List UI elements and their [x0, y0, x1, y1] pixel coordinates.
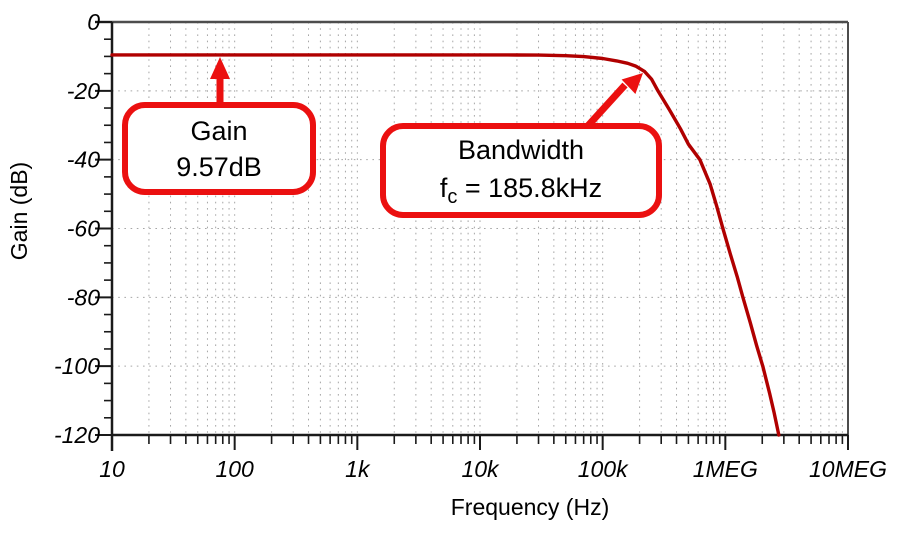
- y-axis-title: Gain (dB): [6, 162, 32, 260]
- grid-lines: [112, 22, 848, 435]
- bandwidth-arrow-shaft: [582, 82, 628, 132]
- y-tick-label: -20: [67, 78, 100, 104]
- bandwidth-callout-title: Bandwidth: [458, 135, 584, 165]
- gain-curve: [110, 53, 781, 437]
- x-tick-label: 10: [99, 456, 125, 482]
- x-tick-label: 1MEG: [693, 456, 758, 482]
- bandwidth-callout: Bandwidth fc = 185.8kHz: [380, 73, 662, 218]
- tick-labels: 0 -20 -40 -60 -80 -100 -120 10 100 1k 10k 100k 1MEG 1…: [54, 9, 887, 482]
- gain-arrow-head: [210, 57, 230, 79]
- bandwidth-arrow-head: [621, 73, 643, 94]
- x-tick-label: 1k: [345, 456, 371, 482]
- x-tick-label: 10MEG: [809, 456, 887, 482]
- y-tick-label: -60: [67, 216, 100, 242]
- annotation-callouts: Gain 9.57dB Bandwidth fc = 185.8kHz: [122, 57, 662, 218]
- bandwidth-callout-value: fc = 185.8kHz: [440, 173, 602, 208]
- gain-callout: Gain 9.57dB: [122, 57, 316, 195]
- plot-border: [95, 20, 849, 451]
- y-tick-label: 0: [87, 9, 100, 35]
- gain-callout-title: Gain: [190, 116, 247, 146]
- x-tick-label: 100k: [578, 456, 629, 482]
- y-tick-label: -100: [54, 353, 100, 379]
- y-tick-label: -80: [67, 284, 100, 310]
- gain-response-trace: [110, 53, 781, 437]
- gain-callout-value: 9.57dB: [176, 152, 262, 182]
- x-tick-label: 100: [215, 456, 254, 482]
- x-axis-title: Frequency (Hz): [451, 494, 609, 520]
- y-tick-label: -120: [54, 422, 100, 448]
- bandwidth-callout-box: [380, 123, 662, 218]
- y-tick-label: -40: [67, 147, 100, 173]
- x-tick-label: 10k: [461, 456, 500, 482]
- tick-marks: [95, 21, 849, 450]
